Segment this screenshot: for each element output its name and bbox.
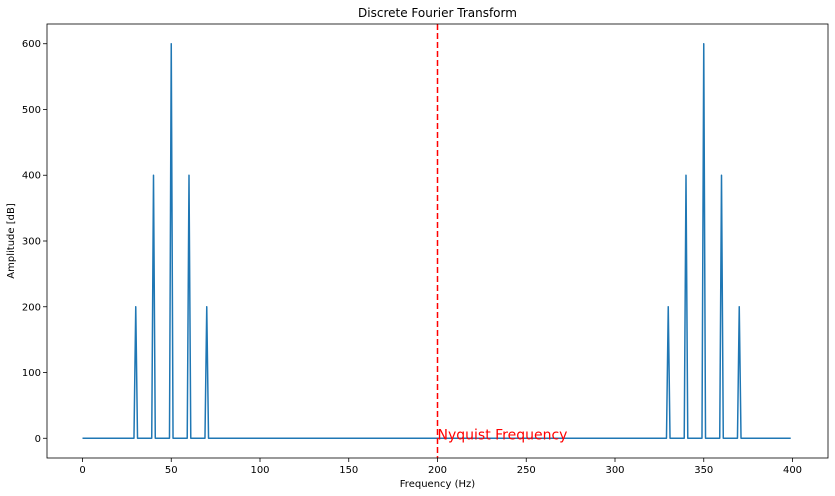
chart-title: Discrete Fourier Transform xyxy=(358,6,517,20)
y-tick-label: 400 xyxy=(22,171,41,182)
y-tick-label: 600 xyxy=(22,39,41,50)
y-tick-label: 0 xyxy=(35,434,41,445)
nyquist-annotation: Nyquist Frequency xyxy=(438,427,568,443)
x-tick-label: 400 xyxy=(783,465,802,476)
x-tick-label: 300 xyxy=(605,465,624,476)
y-ticks: 0 100 200 300 400 500 600 xyxy=(22,39,47,445)
x-ticks: 0 50 100 150 200 250 300 350 400 xyxy=(79,458,802,476)
x-tick-label: 200 xyxy=(428,465,447,476)
x-tick-label: 150 xyxy=(339,465,358,476)
y-tick-label: 500 xyxy=(22,105,41,116)
y-axis-label: Amplitude [dB] xyxy=(6,203,17,279)
y-tick-label: 100 xyxy=(22,368,41,379)
x-tick-label: 0 xyxy=(79,465,85,476)
y-tick-label: 300 xyxy=(22,237,41,248)
x-axis-label: Frequency (Hz) xyxy=(400,479,476,490)
y-tick-label: 200 xyxy=(22,302,41,313)
x-tick-label: 350 xyxy=(694,465,713,476)
plot-frame xyxy=(46,23,829,459)
x-tick-label: 100 xyxy=(250,465,269,476)
x-tick-label: 50 xyxy=(165,465,178,476)
x-tick-label: 250 xyxy=(517,465,536,476)
